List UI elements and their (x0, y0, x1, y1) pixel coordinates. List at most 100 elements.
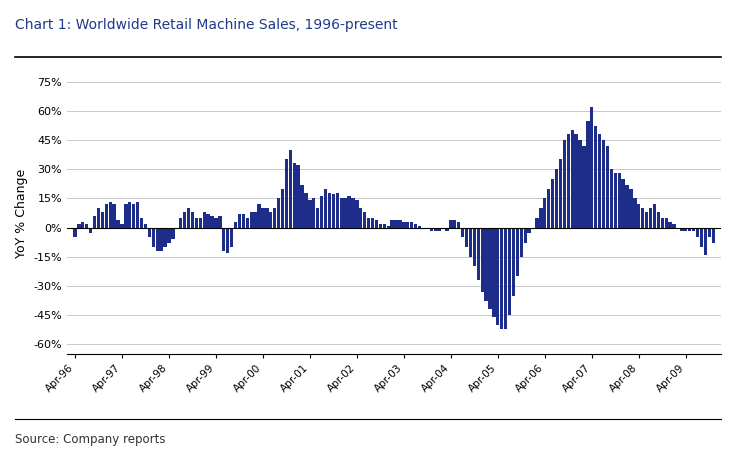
Bar (641, 208, 644, 228)
Bar (645, 212, 648, 228)
Bar (105, 204, 108, 228)
Bar (445, 228, 449, 232)
Bar (210, 216, 213, 228)
Bar (469, 228, 472, 257)
Bar (496, 228, 500, 325)
Bar (567, 134, 570, 228)
Bar (649, 208, 652, 228)
Bar (265, 208, 269, 228)
Bar (144, 224, 147, 228)
Bar (394, 220, 397, 228)
Bar (547, 189, 551, 228)
Bar (684, 228, 687, 232)
Bar (124, 204, 127, 228)
Bar (183, 212, 186, 228)
Bar (633, 198, 637, 228)
Bar (704, 228, 707, 255)
Bar (336, 192, 339, 228)
Bar (653, 204, 656, 228)
Bar (692, 228, 696, 232)
Bar (434, 228, 437, 232)
Bar (312, 198, 316, 228)
Text: Chart 1: Worldwide Retail Machine Sales, 1996-present: Chart 1: Worldwide Retail Machine Sales,… (15, 18, 397, 32)
Bar (661, 218, 664, 228)
Bar (344, 198, 347, 228)
Bar (386, 226, 390, 228)
Bar (81, 222, 85, 228)
Bar (465, 228, 468, 247)
Bar (402, 222, 406, 228)
Bar (230, 228, 233, 247)
Bar (437, 228, 441, 232)
Bar (128, 202, 132, 228)
Bar (477, 228, 480, 280)
Bar (559, 159, 562, 228)
Bar (570, 130, 574, 228)
Bar (261, 208, 264, 228)
Bar (202, 212, 206, 228)
Bar (347, 197, 351, 228)
Bar (285, 159, 288, 228)
Bar (578, 140, 581, 228)
Bar (214, 218, 218, 228)
Bar (359, 208, 362, 228)
Bar (626, 185, 629, 228)
Bar (410, 222, 414, 228)
Bar (618, 173, 621, 228)
Bar (668, 222, 672, 228)
Bar (609, 169, 613, 228)
Bar (218, 216, 222, 228)
Bar (293, 163, 296, 228)
Bar (258, 204, 261, 228)
Y-axis label: YoY % Change: YoY % Change (15, 168, 28, 258)
Bar (418, 226, 421, 228)
Bar (500, 228, 503, 329)
Bar (590, 107, 593, 228)
Bar (222, 228, 225, 251)
Bar (355, 200, 358, 228)
Bar (457, 222, 460, 228)
Text: Source: Company reports: Source: Company reports (15, 433, 165, 446)
Bar (120, 224, 124, 228)
Bar (473, 228, 476, 267)
Bar (328, 192, 331, 228)
Bar (614, 173, 617, 228)
Bar (602, 140, 605, 228)
Bar (555, 169, 558, 228)
Bar (539, 208, 542, 228)
Bar (680, 228, 684, 232)
Bar (351, 198, 355, 228)
Bar (367, 218, 370, 228)
Bar (575, 134, 578, 228)
Bar (152, 228, 155, 247)
Bar (688, 228, 691, 232)
Bar (383, 224, 386, 228)
Bar (586, 121, 590, 228)
Bar (391, 220, 394, 228)
Bar (606, 146, 609, 228)
Bar (712, 228, 715, 243)
Bar (700, 228, 703, 247)
Bar (594, 126, 598, 228)
Bar (187, 208, 190, 228)
Bar (523, 228, 527, 243)
Bar (316, 208, 319, 228)
Bar (621, 179, 625, 228)
Bar (281, 189, 284, 228)
Bar (148, 228, 151, 237)
Bar (430, 228, 433, 232)
Bar (461, 228, 464, 237)
Bar (97, 208, 100, 228)
Bar (696, 228, 699, 237)
Bar (512, 228, 515, 296)
Bar (379, 224, 382, 228)
Bar (304, 192, 308, 228)
Bar (116, 220, 120, 228)
Bar (246, 218, 249, 228)
Bar (140, 218, 144, 228)
Bar (449, 220, 453, 228)
Bar (453, 220, 456, 228)
Bar (371, 218, 374, 228)
Bar (101, 212, 104, 228)
Bar (707, 228, 711, 237)
